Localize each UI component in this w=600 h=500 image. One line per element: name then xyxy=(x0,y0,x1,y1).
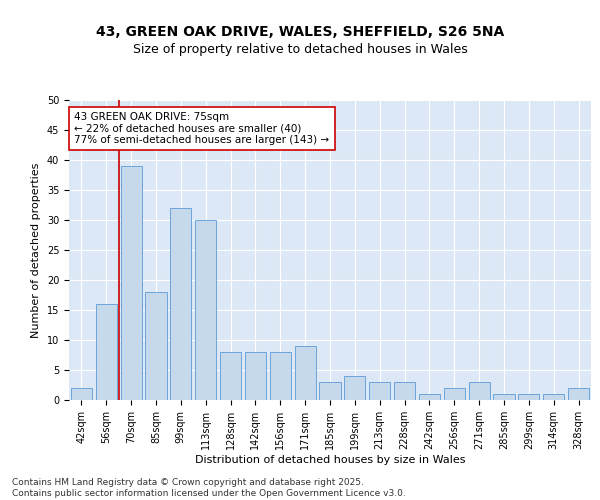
Bar xyxy=(543,394,564,400)
Bar xyxy=(170,208,191,400)
Bar xyxy=(568,388,589,400)
Bar xyxy=(444,388,465,400)
Bar xyxy=(145,292,167,400)
Text: Size of property relative to detached houses in Wales: Size of property relative to detached ho… xyxy=(133,44,467,57)
Bar xyxy=(369,382,390,400)
Bar xyxy=(493,394,515,400)
Bar xyxy=(96,304,117,400)
Bar xyxy=(270,352,291,400)
Text: Contains HM Land Registry data © Crown copyright and database right 2025.
Contai: Contains HM Land Registry data © Crown c… xyxy=(12,478,406,498)
Bar xyxy=(419,394,440,400)
Bar xyxy=(245,352,266,400)
Bar xyxy=(195,220,216,400)
Bar xyxy=(319,382,341,400)
Bar xyxy=(71,388,92,400)
Bar xyxy=(518,394,539,400)
Bar xyxy=(344,376,365,400)
Bar xyxy=(394,382,415,400)
X-axis label: Distribution of detached houses by size in Wales: Distribution of detached houses by size … xyxy=(195,454,465,464)
Text: 43 GREEN OAK DRIVE: 75sqm
← 22% of detached houses are smaller (40)
77% of semi-: 43 GREEN OAK DRIVE: 75sqm ← 22% of detac… xyxy=(74,112,329,145)
Bar xyxy=(295,346,316,400)
Bar xyxy=(121,166,142,400)
Bar xyxy=(220,352,241,400)
Text: 43, GREEN OAK DRIVE, WALES, SHEFFIELD, S26 5NA: 43, GREEN OAK DRIVE, WALES, SHEFFIELD, S… xyxy=(96,26,504,40)
Bar xyxy=(469,382,490,400)
Y-axis label: Number of detached properties: Number of detached properties xyxy=(31,162,41,338)
